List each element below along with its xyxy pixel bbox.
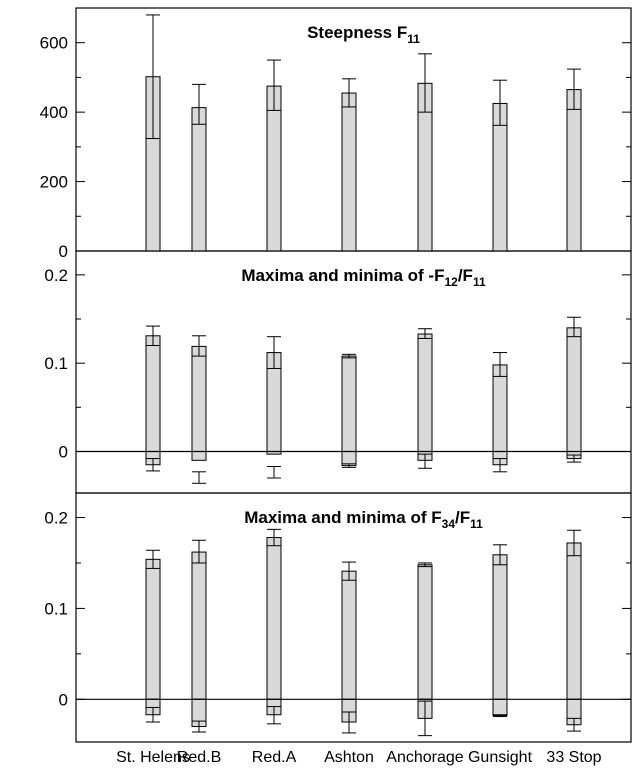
bar-maxima-anchorage <box>417 564 433 700</box>
y-tick-label: 0 <box>59 442 68 461</box>
bar-value-33-stop <box>566 89 582 252</box>
panel-title: Maxima and minima of F34/F11 <box>244 508 483 531</box>
bar-maxima-gunsight <box>492 554 508 700</box>
bar-maxima-red-a <box>266 537 282 700</box>
bar-value-red-b <box>191 107 207 252</box>
bar-maxima-ashton <box>341 355 357 452</box>
bar-maxima-33-stop <box>566 327 582 452</box>
category-label: Red.A <box>252 749 297 766</box>
category-label: Gunsight <box>468 749 533 766</box>
y-tick-label: 0.2 <box>44 509 68 528</box>
y-tick-label: 0.1 <box>44 599 68 618</box>
panels-layer: 0 200 400 600 Steepness F11 0 0.1 0.2 Maxima and… <box>40 7 632 743</box>
bar-maxima-anchorage <box>417 333 433 452</box>
bar-maxima-red-b <box>191 551 207 700</box>
category-label: 33 Stop <box>546 749 601 766</box>
bar-maxima-gunsight <box>492 364 508 452</box>
y-tick-label: 200 <box>40 173 68 192</box>
bar-minima-red-b <box>191 450 207 461</box>
panel-title: Maxima and minima of -F12/F11 <box>241 266 486 289</box>
panel-3: 0 0.1 0.2 Maxima and minima of F34/F11 <box>44 492 632 743</box>
y-tick-label: 0 <box>59 242 68 261</box>
bar-minima-gunsight <box>492 698 508 717</box>
bar-maxima-ashton <box>341 570 357 700</box>
y-tick-label: 0 <box>59 690 68 709</box>
bar-value-ashton <box>341 92 357 252</box>
category-label: Ashton <box>324 749 374 766</box>
bar-maxima-st-helens <box>145 335 161 452</box>
panel-2: 0 0.1 0.2 Maxima and minima of -F12/F11 <box>44 250 632 494</box>
panel-1: 0 200 400 600 Steepness F11 <box>40 7 632 261</box>
category-label: Anchorage <box>386 749 463 766</box>
bar-maxima-red-b <box>191 345 207 452</box>
bar-maxima-33-stop <box>566 542 582 700</box>
y-tick-label: 0.2 <box>44 266 68 285</box>
bar-maxima-st-helens <box>145 558 161 700</box>
y-tick-label: 400 <box>40 103 68 122</box>
y-tick-label: 600 <box>40 34 68 53</box>
panel-title: Steepness F11 <box>307 23 420 46</box>
y-tick-label: 0.1 <box>44 354 68 373</box>
category-label: Red.B <box>177 749 221 766</box>
category-label: St. Helens <box>116 749 190 766</box>
panel-frame <box>75 492 632 743</box>
